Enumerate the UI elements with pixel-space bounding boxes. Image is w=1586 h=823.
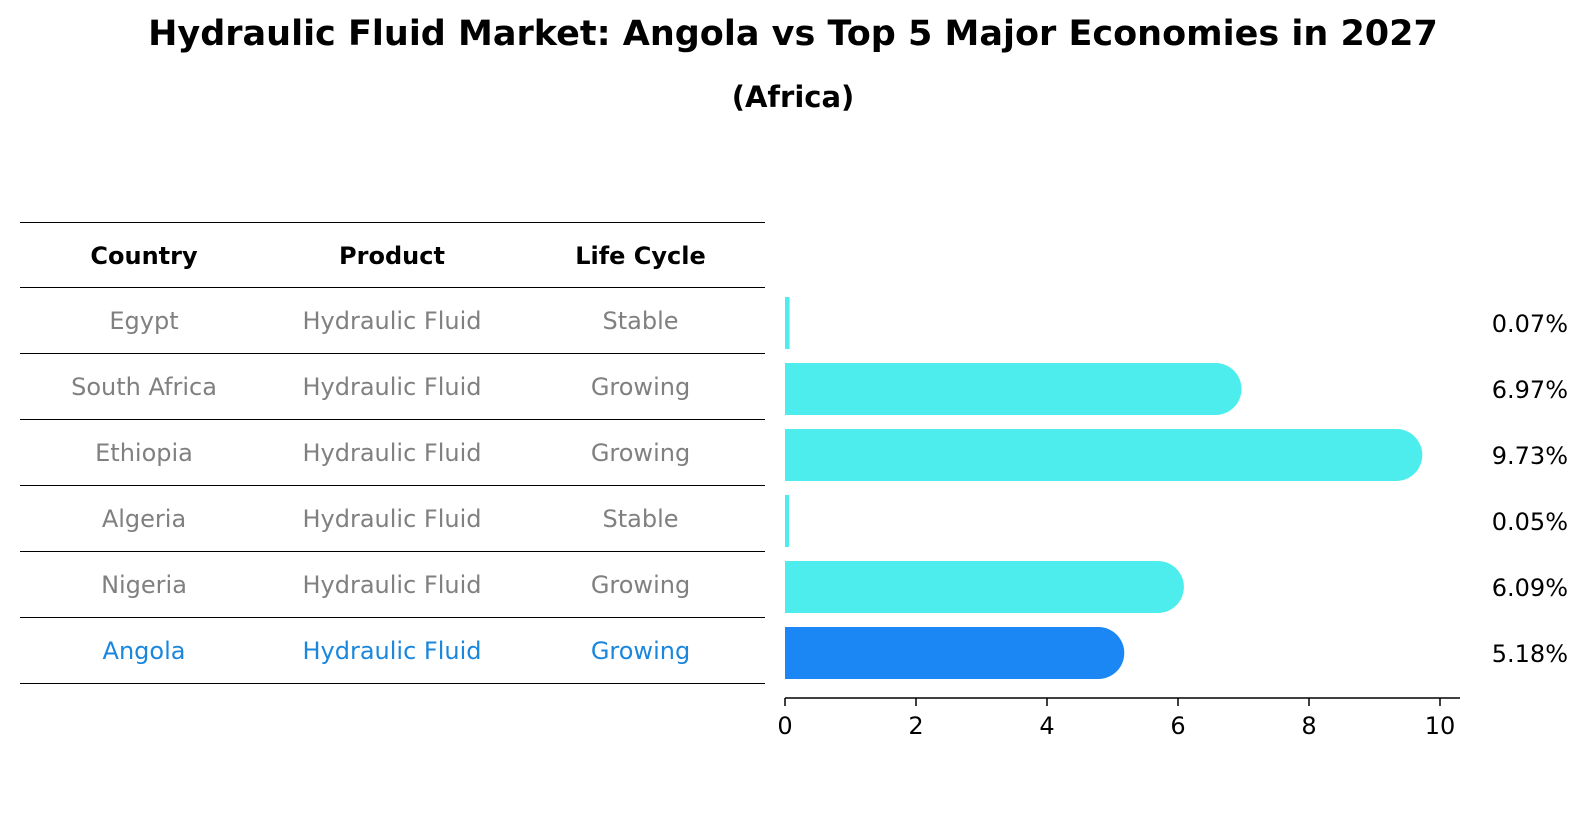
- value-label: 0.07%: [1492, 310, 1568, 338]
- life-cycle-cell: Stable: [602, 505, 679, 533]
- product-cell: Hydraulic Fluid: [302, 307, 482, 335]
- product-cell: Hydraulic Fluid: [302, 439, 482, 467]
- header-product: Product: [339, 242, 445, 270]
- table-row: South Africa Hydraulic Fluid Growing: [20, 354, 765, 420]
- x-tick-label: 6: [1170, 712, 1185, 740]
- value-label: 6.97%: [1492, 376, 1568, 404]
- bar-angola: [785, 627, 1125, 679]
- x-tick-label: 4: [1039, 712, 1054, 740]
- product-cell: Hydraulic Fluid: [302, 571, 482, 599]
- life-cycle-cell: Stable: [602, 307, 679, 335]
- life-cycle-cell: Growing: [590, 373, 691, 401]
- x-tick-label: 10: [1425, 712, 1456, 740]
- header-life-cycle: Life Cycle: [575, 242, 706, 270]
- bar-ethiopia: [785, 429, 1423, 481]
- data-table: Country Product Life Cycle Egypt Hydraul…: [20, 222, 765, 684]
- bar-egypt: [785, 297, 790, 349]
- table-row: Ethiopia Hydraulic Fluid Growing: [20, 420, 765, 486]
- country-cell: Angola: [102, 637, 186, 665]
- life-cycle-cell: Growing: [590, 571, 691, 599]
- life-cycle-cell: Growing: [590, 439, 691, 467]
- bar-algeria: [785, 495, 789, 547]
- product-cell: Hydraulic Fluid: [302, 373, 482, 401]
- table-header-row: Country Product Life Cycle: [20, 222, 765, 288]
- bar-nigeria: [785, 561, 1184, 613]
- value-label: 5.18%: [1492, 640, 1568, 668]
- chart-title: Hydraulic Fluid Market: Angola vs Top 5 …: [148, 14, 1438, 54]
- country-cell: South Africa: [71, 373, 217, 401]
- header-country: Country: [90, 242, 198, 270]
- x-tick-label: 2: [908, 712, 923, 740]
- table-row: Algeria Hydraulic Fluid Stable: [20, 486, 765, 552]
- table-row-highlight: Angola Hydraulic Fluid Growing: [20, 618, 765, 684]
- life-cycle-cell: Growing: [590, 637, 691, 665]
- value-label: 0.05%: [1492, 508, 1568, 536]
- table-row: Nigeria Hydraulic Fluid Growing: [20, 552, 765, 618]
- value-label: 9.73%: [1492, 442, 1568, 470]
- product-cell: Hydraulic Fluid: [302, 505, 482, 533]
- x-tick-label: 0: [777, 712, 792, 740]
- country-cell: Ethiopia: [95, 439, 193, 467]
- country-cell: Nigeria: [101, 571, 187, 599]
- bar-south-africa: [785, 363, 1242, 415]
- value-label: 6.09%: [1492, 574, 1568, 602]
- chart-subtitle: (Africa): [731, 80, 855, 114]
- product-cell: Hydraulic Fluid: [302, 637, 482, 665]
- x-tick-label: 8: [1301, 712, 1316, 740]
- table-row: Egypt Hydraulic Fluid Stable: [20, 288, 765, 354]
- country-cell: Egypt: [109, 307, 179, 335]
- country-cell: Algeria: [101, 505, 187, 533]
